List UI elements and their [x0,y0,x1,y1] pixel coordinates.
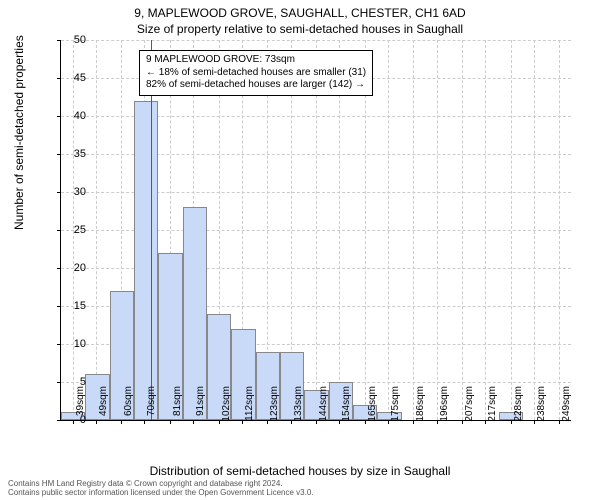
y-tick-label: 10 [56,338,86,350]
x-tick-mark [291,420,292,424]
y-tick-label: 40 [56,110,86,122]
x-tick-label: 49sqm [98,386,109,436]
x-tick-label: 249sqm [561,386,572,436]
x-tick-label: 39sqm [75,386,86,436]
x-tick-label: 133sqm [293,386,304,436]
plot-area: 9 MAPLEWOOD GROVE: 73sqm ← 18% of semi-d… [60,40,571,421]
x-tick-mark [219,420,220,424]
x-tick-label: 112sqm [244,386,255,436]
x-tick-mark [462,420,463,424]
x-tick-label: 91sqm [195,386,206,436]
x-tick-label: 207sqm [464,386,475,436]
y-tick-label: 20 [56,262,86,274]
gridline-v [485,40,486,420]
annotation-box: 9 MAPLEWOOD GROVE: 73sqm ← 18% of semi-d… [139,50,373,96]
y-tick-label: 35 [56,148,86,160]
x-tick-label: 165sqm [367,386,378,436]
x-tick-label: 123sqm [269,386,280,436]
x-tick-label: 175sqm [390,386,401,436]
x-tick-label: 81sqm [172,386,183,436]
marker-line [151,40,152,420]
x-tick-label: 228sqm [513,386,524,436]
annotation-line3: 82% of semi-detached houses are larger (… [146,79,366,92]
histogram-bar [134,101,158,420]
x-tick-label: 102sqm [221,386,232,436]
gridline-v [96,40,97,420]
x-tick-label: 196sqm [439,386,450,436]
chart-title-main: 9, MAPLEWOOD GROVE, SAUGHALL, CHESTER, C… [0,6,600,20]
y-tick-label: 30 [56,186,86,198]
x-tick-mark [365,420,366,424]
x-axis-label: Distribution of semi-detached houses by … [0,464,600,478]
x-tick-label: 60sqm [123,386,134,436]
y-tick-label: 50 [56,34,86,46]
chart-title-sub: Size of property relative to semi-detach… [0,22,600,36]
x-tick-label: 154sqm [341,386,352,436]
gridline-v [559,40,560,420]
x-tick-mark [316,420,317,424]
gridline-v [388,40,389,420]
gridline-v [316,40,317,420]
y-tick-label: 25 [56,224,86,236]
x-tick-label: 144sqm [318,386,329,436]
x-tick-mark [534,420,535,424]
gridline-v [437,40,438,420]
x-tick-mark [193,420,194,424]
chart-container: 9 MAPLEWOOD GROVE: 73sqm ← 18% of semi-d… [60,40,570,420]
gridline-v [511,40,512,420]
x-tick-mark [511,420,512,424]
gridline-v [413,40,414,420]
x-tick-mark [96,420,97,424]
gridline-v [365,40,366,420]
x-tick-mark [437,420,438,424]
x-tick-mark [170,420,171,424]
x-tick-label: 217sqm [487,386,498,436]
x-tick-mark [388,420,389,424]
footer-attribution: Contains HM Land Registry data © Crown c… [8,480,314,498]
gridline-v [462,40,463,420]
x-tick-label: 186sqm [415,386,426,436]
y-tick-label: 45 [56,72,86,84]
footer-line2: Contains public sector information licen… [8,489,314,498]
y-axis-label: Number of semi-detached properties [12,35,26,230]
x-tick-label: 238sqm [536,386,547,436]
annotation-line1: 9 MAPLEWOOD GROVE: 73sqm [146,54,366,67]
gridline-v [534,40,535,420]
x-tick-mark [242,420,243,424]
annotation-line2: ← 18% of semi-detached houses are smalle… [146,67,366,80]
y-tick-label: 15 [56,300,86,312]
x-tick-label: 70sqm [146,386,157,436]
gridline-v [339,40,340,420]
